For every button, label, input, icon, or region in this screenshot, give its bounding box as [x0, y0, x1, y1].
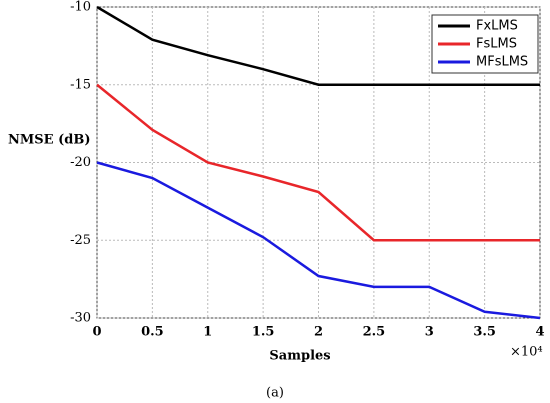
x-tick-label: 0.5	[141, 325, 164, 340]
caption: (a)	[266, 386, 284, 401]
y-tick-label: -20	[70, 155, 91, 170]
y-tick-label: -30	[70, 311, 91, 326]
x-axis-label: Samples	[269, 349, 330, 364]
x-tick-label: 1.5	[252, 325, 275, 340]
x-scale-label: ×10⁴	[510, 345, 543, 360]
x-tick-label: 2	[314, 325, 323, 340]
data-line	[96, 161, 541, 320]
y-tick-label: -25	[70, 233, 91, 248]
x-tick-label: 1	[203, 325, 212, 340]
x-tick-label: 0	[92, 325, 101, 340]
y-axis-label: NMSE (dB)	[8, 133, 90, 148]
x-tick-label: 2.5	[363, 325, 386, 340]
legend-label: MFsLMS	[476, 55, 528, 70]
y-tick-label: -10	[70, 0, 91, 15]
y-tick-label: -15	[70, 77, 91, 92]
x-tick-label: 3.5	[473, 325, 496, 340]
legend-label: FxLMS	[476, 19, 518, 34]
x-tick-label: 3	[425, 325, 434, 340]
data-line	[96, 5, 540, 86]
x-tick-label: 4	[535, 325, 544, 340]
data-line	[96, 83, 540, 242]
legend-label: FsLMS	[476, 37, 517, 52]
